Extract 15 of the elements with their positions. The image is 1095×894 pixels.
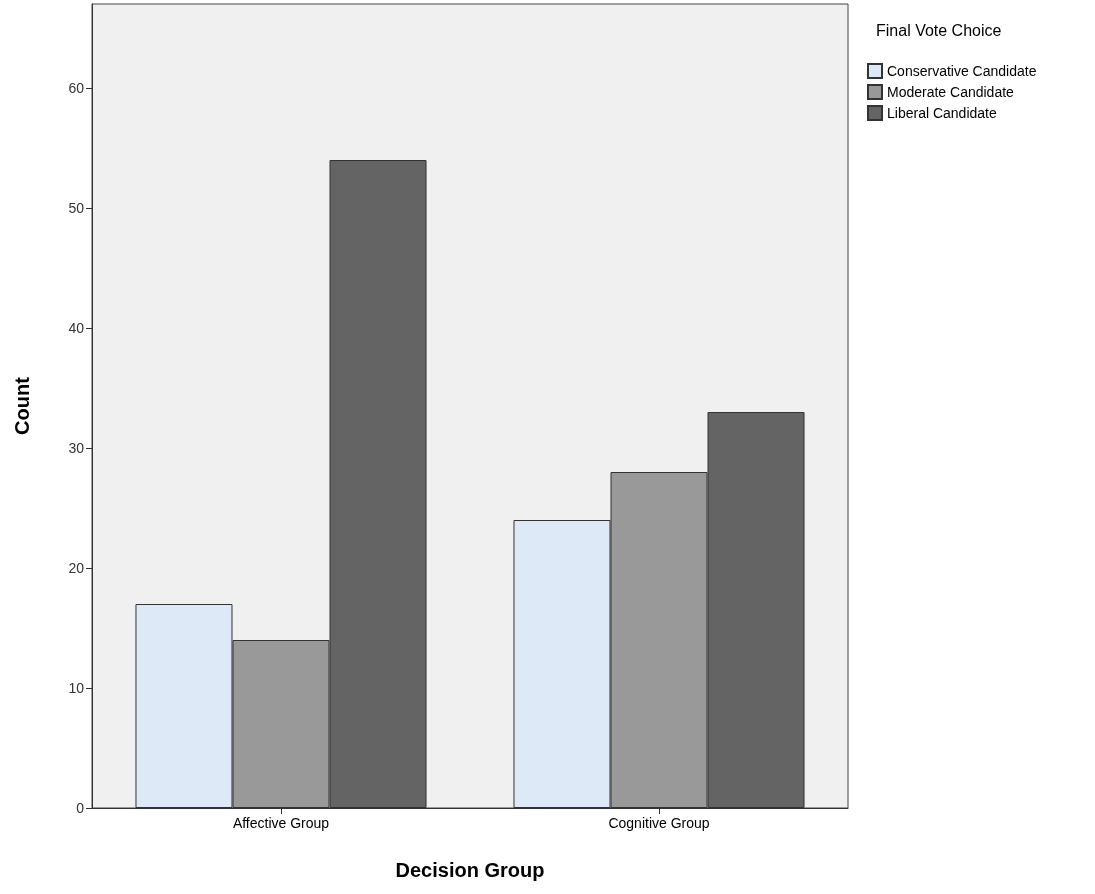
y-tick-label: 10: [68, 680, 85, 696]
y-tick-label: 20: [68, 560, 85, 576]
x-tick-label: Cognitive Group: [608, 815, 710, 831]
y-tick-label: 50: [68, 200, 85, 216]
y-tick-label: 40: [68, 320, 85, 336]
y-axis-title: Count: [11, 376, 33, 435]
y-tick-label: 30: [68, 440, 85, 456]
y-tick-label: 60: [68, 80, 85, 96]
legend-title: Final Vote Choice: [876, 21, 1002, 39]
legend-label: Moderate Candidate: [887, 84, 1015, 100]
legend-label: Liberal Candidate: [887, 105, 997, 121]
x-tick-label: Affective Group: [232, 815, 330, 831]
y-tick-label: 0: [76, 800, 85, 816]
legend-label: Conservative Candidate: [887, 63, 1037, 79]
x-axis-title: Decision Group: [395, 859, 545, 881]
